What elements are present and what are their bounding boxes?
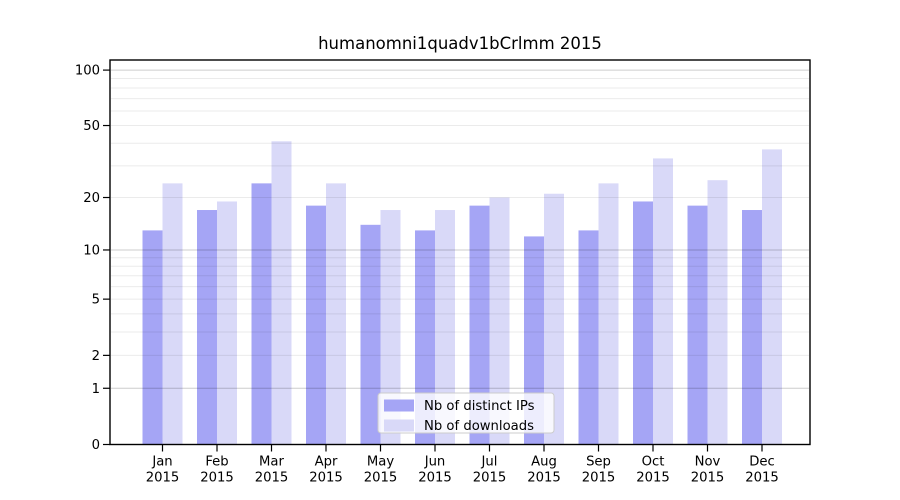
- bar-distinct-ips-apr: [306, 205, 326, 445]
- bar-downloads-jan: [162, 183, 183, 445]
- bar-downloads-apr: [326, 183, 346, 445]
- bar-downloads-mar: [271, 141, 292, 445]
- bar-distinct-ips-jul: [469, 205, 490, 445]
- bar-distinct-ips-jan: [142, 230, 163, 445]
- chart-title: humanomni1quadv1bCrlmm 2015: [318, 34, 602, 53]
- bar-downloads-nov: [707, 180, 728, 445]
- x-tick-label: Aug 2015: [527, 455, 561, 486]
- x-tick-label: May 2015: [364, 455, 398, 486]
- bar-downloads-sep: [598, 183, 619, 445]
- bar-distinct-ips-mar: [251, 183, 272, 445]
- bar-distinct-ips-may: [360, 224, 381, 445]
- x-tick-label: Nov 2015: [691, 455, 725, 486]
- y-tick-label: 50: [83, 119, 100, 134]
- y-tick-label: 1: [92, 382, 100, 397]
- x-axis: Jan 2015 Feb 2015 Mar 2015 Apr 2015 May 2015 Jun 20…: [146, 444, 779, 486]
- x-tick-label: Apr 2015: [309, 455, 343, 486]
- bar-downloads-aug: [544, 193, 564, 445]
- gridlines: [111, 69, 809, 389]
- legend: Nb of distinct IPs Nb of downloads: [377, 392, 555, 434]
- bar-downloads-may: [380, 210, 401, 445]
- x-tick-label: Jan 2015: [146, 455, 180, 486]
- y-tick-label: 20: [83, 191, 100, 206]
- y-tick-label: 5: [92, 293, 100, 308]
- y-tick-label: 100: [75, 64, 100, 79]
- bar-distinct-ips-feb: [197, 210, 217, 445]
- bar-downloads-oct: [653, 158, 673, 445]
- legend-swatch-distinct-ips: [384, 399, 414, 412]
- y-tick-label: 0: [92, 438, 100, 453]
- bar-distinct-ips-nov: [687, 205, 708, 445]
- y-axis: 0 1 2 5 10 20 50 100: [75, 64, 110, 453]
- x-tick-label: Jun 2015: [418, 455, 452, 486]
- legend-swatch-downloads: [384, 419, 414, 432]
- bar-distinct-ips-oct: [633, 201, 653, 445]
- x-tick-label: Jul 2015: [473, 455, 507, 486]
- x-tick-label: Oct 2015: [636, 455, 670, 486]
- bar-downloads-jun: [435, 210, 455, 445]
- x-tick-label: Sep 2015: [582, 455, 616, 486]
- x-tick-label: Mar 2015: [255, 455, 289, 486]
- legend-box: [377, 392, 555, 434]
- bar-distinct-ips-aug: [524, 236, 544, 445]
- bar-downloads-feb: [217, 201, 237, 445]
- plot-frame: [109, 59, 811, 446]
- bar-distinct-ips-dec: [742, 210, 762, 445]
- bar-downloads-dec: [762, 149, 782, 445]
- legend-label-distinct-ips: Nb of distinct IPs: [424, 399, 535, 414]
- legend-label-downloads: Nb of downloads: [424, 419, 534, 434]
- bars: [142, 141, 782, 445]
- x-tick-label: Feb 2015: [200, 455, 234, 486]
- y-tick-label: 10: [83, 243, 100, 258]
- bar-distinct-ips-jun: [415, 230, 435, 445]
- bar-downloads-jul: [489, 197, 510, 445]
- y-tick-label: 2: [92, 349, 100, 364]
- bar-distinct-ips-sep: [578, 230, 599, 445]
- x-tick-label: Dec 2015: [745, 455, 779, 486]
